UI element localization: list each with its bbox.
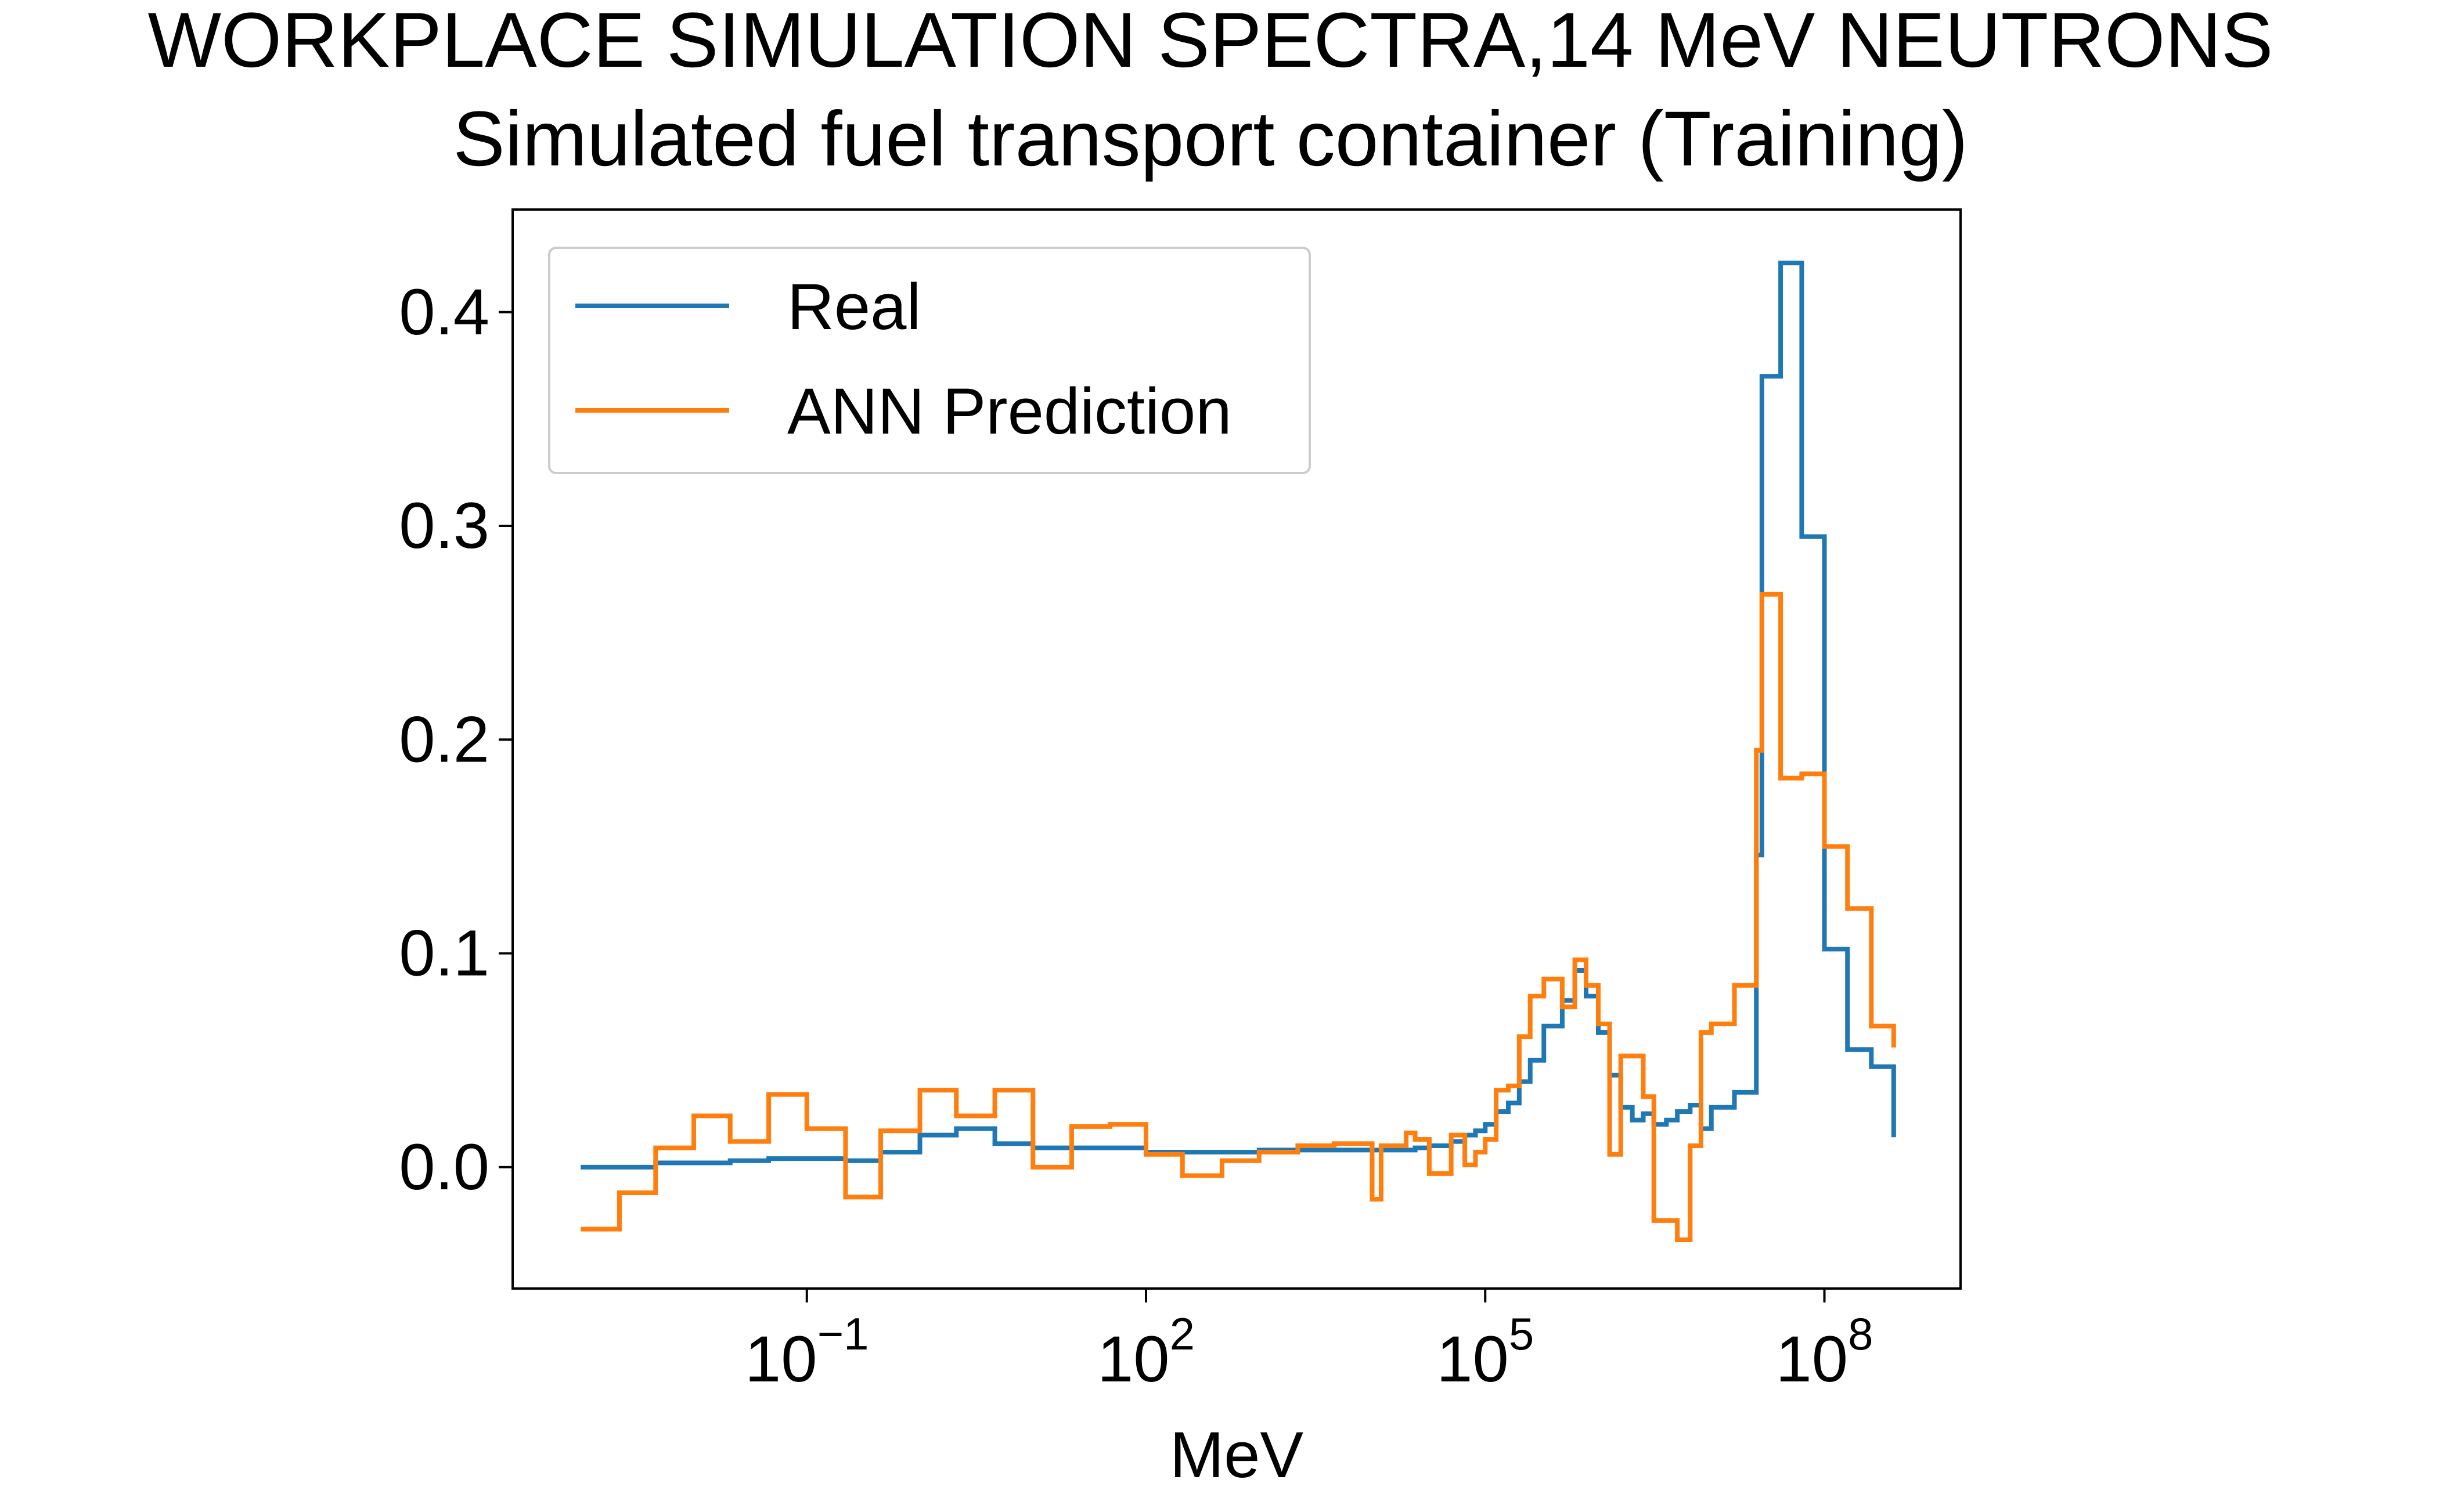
- axes-frame: [511, 208, 1962, 1290]
- chart-title: WORKPLACE SIMULATION SPECTRA,14 MeV NEUT…: [148, 0, 2273, 84]
- y-tick-label: 0.2: [399, 703, 489, 775]
- series-line: [581, 591, 1896, 1243]
- legend-label: Real: [787, 270, 921, 343]
- chart-subtitle: Simulated fuel transport container (Trai…: [453, 96, 1968, 182]
- series-line: [581, 261, 1896, 1170]
- y-tick-label: 0.3: [399, 489, 489, 562]
- y-tick-label: 0.1: [399, 917, 489, 990]
- x-axis-label: MeV: [1170, 1419, 1304, 1491]
- x-tick-label: 108: [1776, 1308, 1873, 1395]
- legend-box: [548, 247, 1311, 474]
- x-tick-label: 10−1: [745, 1308, 869, 1395]
- y-tick-label: 0.0: [399, 1131, 489, 1203]
- legend-label: ANN Prediction: [787, 375, 1232, 448]
- y-tick-label: 0.4: [399, 276, 489, 348]
- x-tick-label: 105: [1436, 1308, 1534, 1395]
- plot-area: [581, 261, 1896, 1243]
- x-tick-label: 102: [1097, 1308, 1195, 1395]
